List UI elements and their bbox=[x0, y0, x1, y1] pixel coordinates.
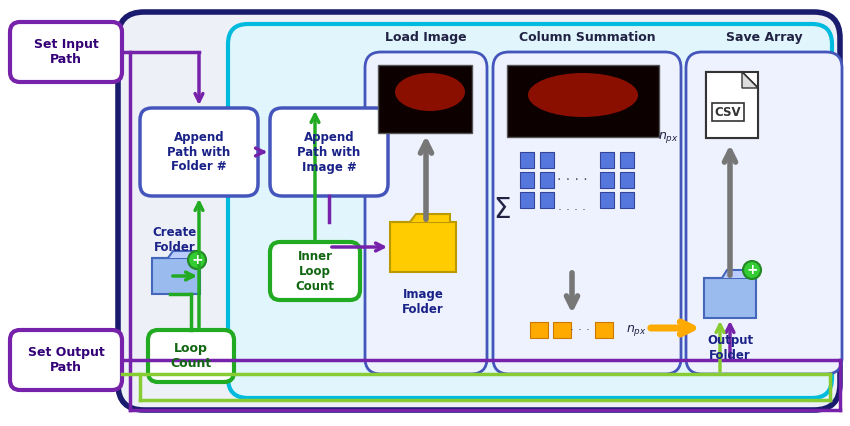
FancyBboxPatch shape bbox=[148, 330, 234, 382]
Text: · · · ·: · · · · bbox=[558, 204, 586, 216]
Bar bbox=[600, 192, 614, 208]
Bar bbox=[553, 322, 571, 338]
Text: Image
Folder: Image Folder bbox=[402, 288, 444, 316]
Polygon shape bbox=[742, 72, 758, 88]
Bar bbox=[595, 322, 613, 338]
Ellipse shape bbox=[528, 73, 638, 117]
Text: · · · ·: · · · · bbox=[557, 173, 587, 187]
Circle shape bbox=[188, 251, 206, 269]
Text: Create
Folder: Create Folder bbox=[153, 226, 197, 254]
Text: Set Input
Path: Set Input Path bbox=[34, 38, 99, 66]
Bar bbox=[390, 222, 456, 272]
FancyBboxPatch shape bbox=[118, 12, 840, 410]
Text: Column Summation: Column Summation bbox=[518, 31, 655, 44]
Bar bbox=[540, 192, 554, 208]
Text: · · ·: · · · bbox=[570, 323, 590, 337]
FancyBboxPatch shape bbox=[270, 242, 360, 300]
Bar bbox=[620, 192, 634, 208]
Text: $n_{px}$: $n_{px}$ bbox=[626, 322, 647, 337]
FancyBboxPatch shape bbox=[686, 52, 842, 374]
Text: +: + bbox=[191, 253, 203, 267]
Ellipse shape bbox=[395, 73, 465, 111]
Bar bbox=[620, 172, 634, 188]
Text: Inner
Loop
Count: Inner Loop Count bbox=[296, 250, 335, 293]
Bar bbox=[507, 65, 659, 137]
Polygon shape bbox=[152, 251, 196, 258]
FancyBboxPatch shape bbox=[365, 52, 487, 374]
Text: Append
Path with
Folder #: Append Path with Folder # bbox=[167, 130, 230, 173]
Text: Save Array: Save Array bbox=[726, 31, 802, 44]
FancyBboxPatch shape bbox=[228, 24, 832, 398]
Bar bbox=[600, 172, 614, 188]
Bar bbox=[540, 152, 554, 168]
Bar bbox=[378, 65, 472, 133]
FancyBboxPatch shape bbox=[140, 108, 258, 196]
Text: CSV: CSV bbox=[715, 106, 741, 118]
Text: Set Output
Path: Set Output Path bbox=[27, 346, 105, 374]
Bar bbox=[520, 152, 534, 168]
Bar bbox=[600, 152, 614, 168]
Text: Load Image: Load Image bbox=[385, 31, 467, 44]
Polygon shape bbox=[390, 214, 450, 222]
FancyBboxPatch shape bbox=[10, 22, 122, 82]
Bar bbox=[704, 278, 756, 318]
FancyBboxPatch shape bbox=[10, 330, 122, 390]
Bar bbox=[530, 322, 548, 338]
FancyBboxPatch shape bbox=[270, 108, 388, 196]
Text: $\Sigma$: $\Sigma$ bbox=[493, 196, 511, 224]
Text: Output
Folder: Output Folder bbox=[707, 334, 753, 362]
Bar bbox=[520, 192, 534, 208]
FancyBboxPatch shape bbox=[493, 52, 681, 374]
Bar bbox=[520, 172, 534, 188]
Bar bbox=[706, 72, 758, 138]
Polygon shape bbox=[706, 72, 758, 138]
Bar bbox=[620, 152, 634, 168]
Circle shape bbox=[743, 261, 761, 279]
Text: $n_{px}$: $n_{px}$ bbox=[658, 130, 679, 146]
Polygon shape bbox=[704, 270, 752, 278]
Text: Loop
Count: Loop Count bbox=[170, 342, 212, 370]
Bar bbox=[152, 258, 200, 294]
Text: +: + bbox=[746, 263, 758, 277]
Bar bbox=[540, 172, 554, 188]
Text: Append
Path with
Image #: Append Path with Image # bbox=[298, 130, 360, 173]
